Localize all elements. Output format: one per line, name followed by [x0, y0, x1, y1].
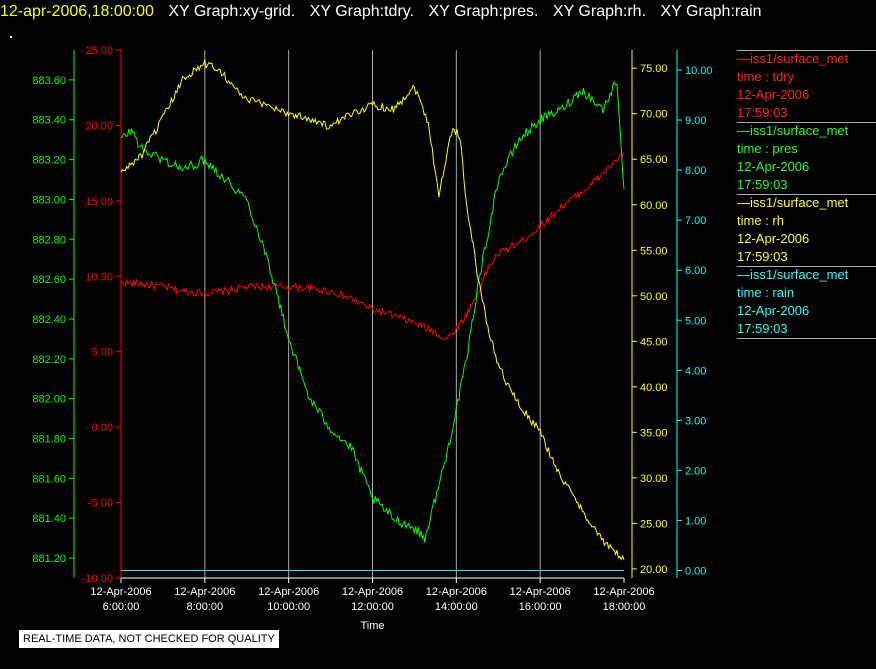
- rh-tick-label: 30.00: [640, 473, 668, 485]
- x-tick-label: 12-Apr-2006: [510, 586, 571, 598]
- legend-date: 12-Apr-2006: [737, 159, 810, 174]
- x-tick-label: 10:00:00: [267, 601, 310, 613]
- title-dot: [10, 36, 12, 38]
- pres-tick-label: 882.80: [32, 234, 66, 246]
- tdry-tick-label: 15.00: [85, 196, 113, 208]
- tdry-tick-label: 25.00: [85, 45, 113, 57]
- tdry-tick-label: 20.00: [85, 120, 113, 132]
- legend-entry-rain: —iss1/surface_met time : rain 12-Apr-200…: [737, 266, 876, 338]
- pres-tick-label: 882.00: [32, 394, 66, 406]
- legend-variable: time : rain: [737, 285, 795, 300]
- graph-name-rh: XY Graph:rh.: [552, 3, 647, 20]
- tdry-tick-label: 10.00: [85, 271, 113, 283]
- pres-tick-label: 882.40: [32, 314, 66, 326]
- graph-name-pres: XY Graph:pres.: [428, 3, 539, 20]
- rain-tick-label: 4.00: [685, 365, 706, 377]
- legend-time: 17:59:03: [737, 249, 788, 264]
- legend-divider: [737, 194, 876, 195]
- graph-name-rain: XY Graph:rain: [660, 3, 762, 20]
- x-tick-label: 16:00:00: [519, 601, 562, 613]
- x-axis-label: Time: [360, 620, 384, 632]
- pres-tick-label: 881.60: [32, 473, 66, 485]
- legend-source: —iss1/surface_met: [737, 51, 849, 66]
- rain-tick-label: 10.00: [685, 65, 713, 77]
- rh-tick-label: 50.00: [640, 291, 668, 303]
- x-tick-label: 12-Apr-2006: [90, 586, 151, 598]
- tdry-tick-label: 5.00: [92, 347, 113, 359]
- tdry-tick-label: -10.00: [82, 573, 113, 585]
- rh-tick-label: 70.00: [640, 109, 668, 121]
- pres-tick-label: 881.20: [32, 553, 66, 565]
- x-tick-label: 12:00:00: [351, 601, 394, 613]
- x-tick-label: 12-Apr-2006: [174, 586, 235, 598]
- legend-divider: [737, 50, 876, 51]
- legend-date: 12-Apr-2006: [737, 303, 810, 318]
- pres-tick-label: 883.00: [32, 194, 66, 206]
- legend-divider: [737, 266, 876, 267]
- rh-tick-label: 55.00: [640, 245, 668, 257]
- rain-tick-label: 5.00: [685, 315, 706, 327]
- legend-date: 12-Apr-2006: [737, 231, 810, 246]
- tdry-tick-label: -5.00: [88, 498, 113, 510]
- rain-tick-label: 9.00: [685, 115, 706, 127]
- legend-date: 12-Apr-2006: [737, 87, 810, 102]
- x-tick-label: 8:00:00: [186, 601, 223, 613]
- rain-tick-label: 6.00: [685, 265, 706, 277]
- pres-tick-label: 883.60: [32, 75, 66, 87]
- x-tick-label: 6:00:00: [103, 601, 140, 613]
- pres-tick-label: 881.80: [32, 434, 66, 446]
- pres-tick-label: 882.60: [32, 274, 66, 286]
- rain-tick-label: 0.00: [685, 565, 706, 577]
- legend-variable: time : rh: [737, 213, 784, 228]
- series-rh: [120, 59, 625, 561]
- x-tick-label: 12-Apr-2006: [593, 586, 654, 598]
- rh-tick-label: 75.00: [640, 63, 668, 75]
- x-tick-label: 18:00:00: [603, 601, 646, 613]
- rain-tick-label: 3.00: [685, 415, 706, 427]
- legend-time: 17:59:03: [737, 321, 788, 336]
- legend-divider: [737, 122, 876, 123]
- rh-tick-label: 40.00: [640, 382, 668, 394]
- pres-tick-label: 883.20: [32, 155, 66, 167]
- rh-tick-label: 35.00: [640, 427, 668, 439]
- legend-entry-tdry: —iss1/surface_met time : tdry 12-Apr-200…: [737, 50, 876, 122]
- x-tick-label: 12-Apr-2006: [426, 586, 487, 598]
- legend-source: —iss1/surface_met: [737, 123, 849, 138]
- x-tick-label: 12-Apr-2006: [258, 586, 319, 598]
- series-tdry: [120, 152, 625, 340]
- legend-divider: [737, 338, 876, 339]
- legend-time: 17:59:03: [737, 105, 788, 120]
- legend-source: —iss1/surface_met: [737, 195, 849, 210]
- pres-tick-label: 881.40: [32, 513, 66, 525]
- graph-name-grid: XY Graph:xy-grid.: [168, 3, 296, 20]
- rh-tick-label: 20.00: [640, 564, 668, 576]
- rain-tick-label: 8.00: [685, 165, 706, 177]
- series-pres: [120, 81, 625, 543]
- legend-source: —iss1/surface_met: [737, 267, 849, 282]
- legend-entry-pres: —iss1/surface_met time : pres 12-Apr-200…: [737, 122, 876, 194]
- rain-tick-label: 2.00: [685, 465, 706, 477]
- rain-tick-label: 7.00: [685, 215, 706, 227]
- rh-tick-label: 45.00: [640, 336, 668, 348]
- quality-note: REAL-TIME DATA, NOT CHECKED FOR QUALITY: [19, 630, 279, 648]
- rh-tick-label: 25.00: [640, 518, 668, 530]
- pres-tick-label: 882.20: [32, 354, 66, 366]
- rh-tick-label: 65.00: [640, 154, 668, 166]
- timestamp: 12-apr-2006,18:00:00: [0, 3, 154, 20]
- legend-variable: time : tdry: [737, 69, 795, 84]
- x-tick-label: 14:00:00: [435, 601, 478, 613]
- title-bar: 12-apr-2006,18:00:00 XY Graph:xy-grid. X…: [0, 0, 876, 24]
- rh-tick-label: 60.00: [640, 200, 668, 212]
- legend-variable: time : pres: [737, 141, 798, 156]
- graph-name-tdry: XY Graph:tdry.: [309, 3, 415, 20]
- pres-tick-label: 883.40: [32, 115, 66, 127]
- tdry-tick-label: 0.00: [92, 422, 113, 434]
- x-tick-label: 12-Apr-2006: [342, 586, 403, 598]
- legend-entry-rh: —iss1/surface_met time : rh 12-Apr-2006 …: [737, 194, 876, 266]
- rain-tick-label: 1.00: [685, 515, 706, 527]
- legend-time: 17:59:03: [737, 177, 788, 192]
